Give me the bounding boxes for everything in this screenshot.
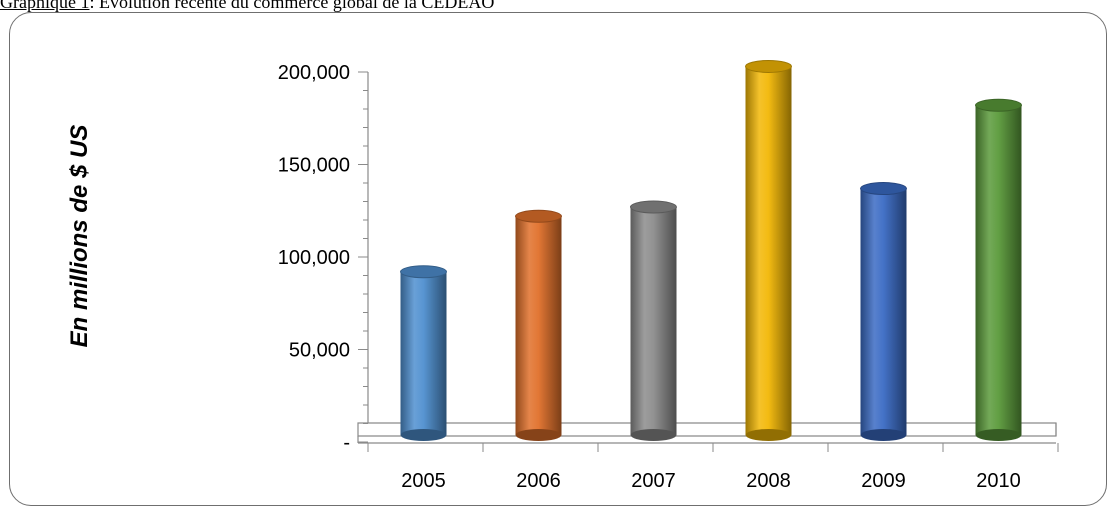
figure-caption-lead: Graphique 1 [0,0,90,12]
y-tick-label: 200,000 [278,62,350,84]
x-tick-label: 2009 [861,470,906,492]
bar-top [745,59,792,73]
bar-top [630,200,677,214]
figure-caption: Graphique 1: Evolution récente du commer… [0,0,1120,14]
bar-base [515,429,562,441]
x-tick-label: 2007 [631,470,676,492]
y-tick-label: 150,000 [278,155,350,177]
bar-top [975,98,1022,112]
chart-bars [400,59,1022,441]
bar-2007 [630,200,677,441]
bar-body [400,271,447,435]
floor-platform [357,422,1057,437]
x-tick-label: 2006 [516,470,561,492]
bar-2009 [860,182,907,441]
bar-body [515,216,562,435]
bar-2010 [975,98,1022,441]
bar-base [745,429,792,441]
bar-body [745,66,792,435]
bar-base [400,429,447,441]
y-tick-label: 100,000 [278,247,350,269]
bar-base [860,429,907,441]
bar-top [400,265,447,279]
bar-body [975,105,1022,436]
x-tick-label: 2008 [746,470,791,492]
bar-2005 [400,265,447,441]
bar-base [630,429,677,441]
bar-2008 [745,59,792,441]
bar-body [630,207,677,435]
bar-2006 [515,209,562,441]
bar-body [860,188,907,435]
chart-floor [357,422,1057,444]
y-tick-label: 50,000 [289,340,350,362]
x-tick-label: 2005 [401,470,446,492]
figure-caption-text: : Evolution récente du commerce global d… [89,0,495,12]
bar-base [975,429,1022,441]
bar-top [515,209,562,223]
y-tick-label: - [343,432,350,454]
x-tick-label: 2010 [976,470,1021,492]
chart-axes [358,71,1059,452]
bar-top [860,182,907,196]
chart-ticks: - 50,000 100,000 150,000 200,000 2005 2006 2007… [278,62,1021,492]
